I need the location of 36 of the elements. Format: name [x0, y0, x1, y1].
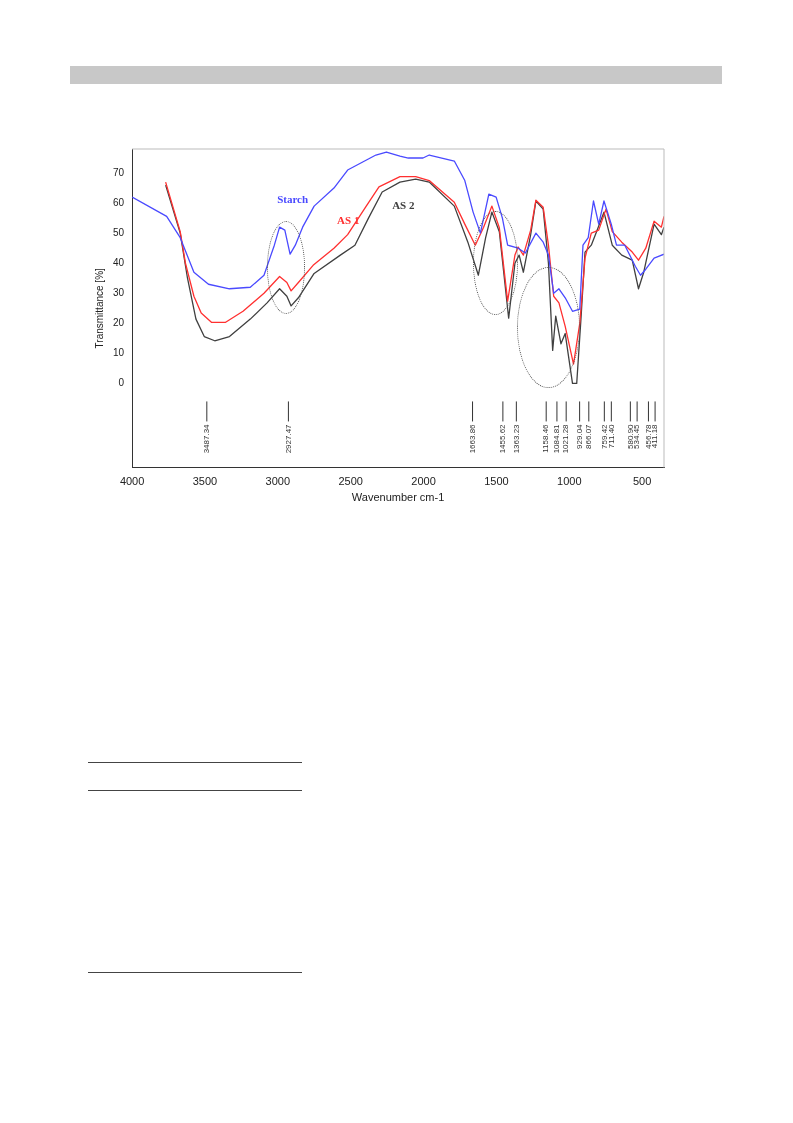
ref-line-label: 580.90	[625, 423, 635, 449]
y-tick-label: 20	[113, 317, 125, 329]
ref-line-label: 929.04	[574, 423, 584, 449]
ref-line-label: 1363.23	[511, 423, 521, 454]
x-tick-label: 4000	[119, 475, 145, 488]
series-label: AS 2	[392, 198, 415, 211]
ref-line-label: 759.42	[599, 423, 609, 449]
y-tick-label: 40	[113, 256, 125, 268]
ref-line-label: 711.40	[606, 423, 616, 449]
x-tick-label: 3500	[192, 475, 218, 488]
ref-line-label: 534.45	[632, 423, 642, 449]
ref-line-label: 3487.34	[202, 423, 212, 454]
x-tick-label: 2000	[411, 475, 436, 488]
ref-line-label: 1455.62	[498, 423, 508, 454]
ref-line-label: 411.18	[650, 423, 660, 449]
x-tick-label: 500	[632, 475, 652, 488]
x-tick-label: 1500	[484, 475, 509, 488]
ref-line-label: 1021.28	[561, 423, 571, 454]
y-tick-label: 50	[113, 226, 125, 238]
ref-line-label: 1084.81	[552, 423, 562, 454]
y-tick-label: 30	[113, 287, 125, 299]
ref-line-label: 1663.86	[467, 423, 477, 454]
series-label: Starch	[277, 192, 309, 205]
y-tick-label: 0	[118, 377, 125, 389]
y-tick-label: 70	[113, 166, 125, 178]
x-axis-title: Wavenumber cm-1	[351, 491, 445, 504]
x-tick-label: 1000	[557, 475, 582, 488]
y-tick-label: 60	[113, 196, 125, 208]
ref-line-label: 456.78	[643, 423, 653, 449]
ref-line-label: 2927.47	[283, 423, 293, 454]
ref-line-label: 1158.46	[541, 423, 551, 453]
ref-line-label: 866.07	[584, 423, 593, 449]
x-tick-label: 2500	[338, 475, 363, 488]
x-tick-label: 3000	[265, 475, 291, 488]
y-axis-title: Transmittance [%]	[93, 267, 105, 349]
y-tick-label: 10	[113, 347, 125, 359]
